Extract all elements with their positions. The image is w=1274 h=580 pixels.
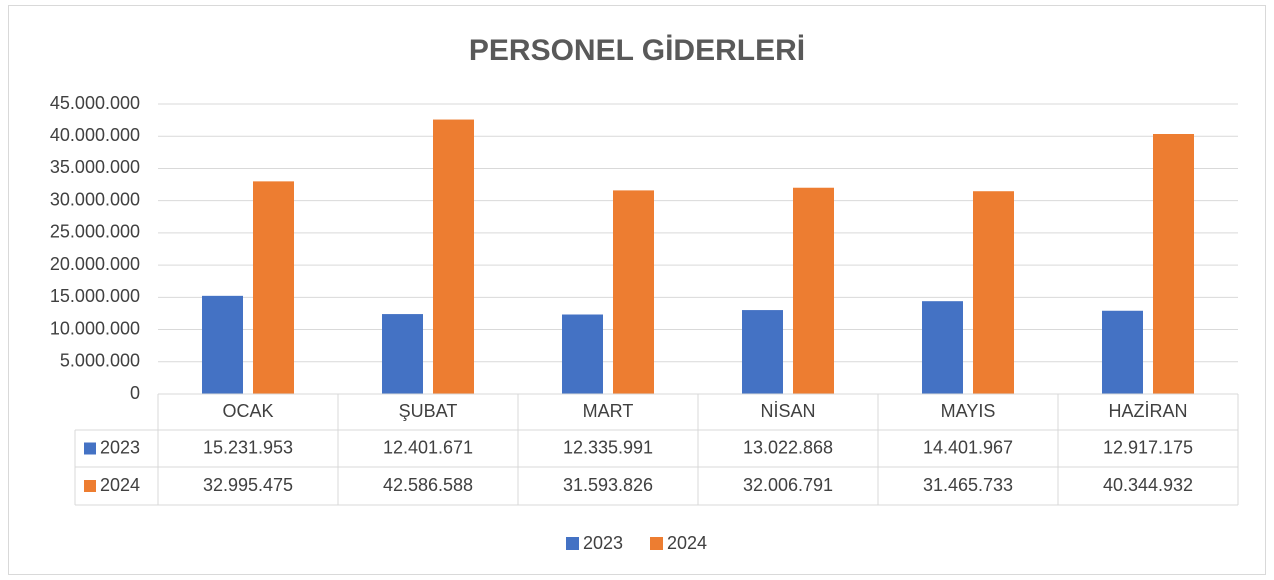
- table-cell: 40.344.932: [1103, 475, 1193, 495]
- bar: [613, 190, 654, 394]
- x-tick-label: ŞUBAT: [399, 401, 458, 421]
- bar: [382, 314, 423, 394]
- bar: [922, 301, 963, 394]
- table-cell: 12.401.671: [383, 437, 473, 457]
- x-tick-label: HAZİRAN: [1108, 401, 1187, 421]
- x-tick-label: MART: [583, 401, 634, 421]
- bar: [253, 181, 294, 394]
- table-cell: 15.231.953: [203, 437, 293, 457]
- bar: [793, 187, 834, 394]
- legend-label: 2023: [583, 533, 623, 553]
- bar: [973, 191, 1014, 394]
- table-cell: 12.917.175: [1103, 437, 1193, 457]
- table-series-name: 2023: [100, 437, 140, 457]
- bar: [742, 310, 783, 394]
- y-tick-label: 5.000.000: [60, 351, 140, 371]
- table-cell: 31.465.733: [923, 475, 1013, 495]
- table-cell: 13.022.868: [743, 437, 833, 457]
- chart-title: PERSONEL GİDERLERİ: [469, 34, 805, 67]
- legend-label: 2024: [667, 533, 707, 553]
- bar: [1153, 133, 1194, 394]
- table-legend-swatch: [84, 442, 96, 455]
- bar: [1102, 310, 1143, 394]
- y-tick-label: 20.000.000: [50, 254, 140, 274]
- table-cell: 32.006.791: [743, 475, 833, 495]
- y-tick-label: 10.000.000: [50, 318, 140, 338]
- y-tick-label: 15.000.000: [50, 286, 140, 306]
- legend-swatch: [650, 537, 663, 550]
- y-tick-label: 35.000.000: [50, 157, 140, 177]
- table-cell: 12.335.991: [563, 437, 653, 457]
- x-tick-label: OCAK: [222, 401, 273, 421]
- table-series-name: 2024: [100, 475, 140, 495]
- table-cell: 14.401.967: [923, 437, 1013, 457]
- table-legend-swatch: [84, 480, 96, 492]
- table-cell: 31.593.826: [563, 475, 653, 495]
- y-tick-label: 0: [130, 383, 140, 403]
- x-tick-label: MAYIS: [941, 401, 996, 421]
- bar: [202, 295, 243, 394]
- y-tick-label: 45.000.000: [50, 93, 140, 113]
- y-tick-label: 40.000.000: [50, 125, 140, 145]
- bar: [433, 119, 474, 394]
- y-tick-label: 25.000.000: [50, 222, 140, 242]
- table-cell: 42.586.588: [383, 475, 473, 495]
- y-tick-label: 30.000.000: [50, 189, 140, 209]
- legend-swatch: [566, 537, 579, 550]
- bar: [562, 314, 603, 394]
- x-tick-label: NİSAN: [760, 401, 815, 421]
- table-cell: 32.995.475: [203, 475, 293, 495]
